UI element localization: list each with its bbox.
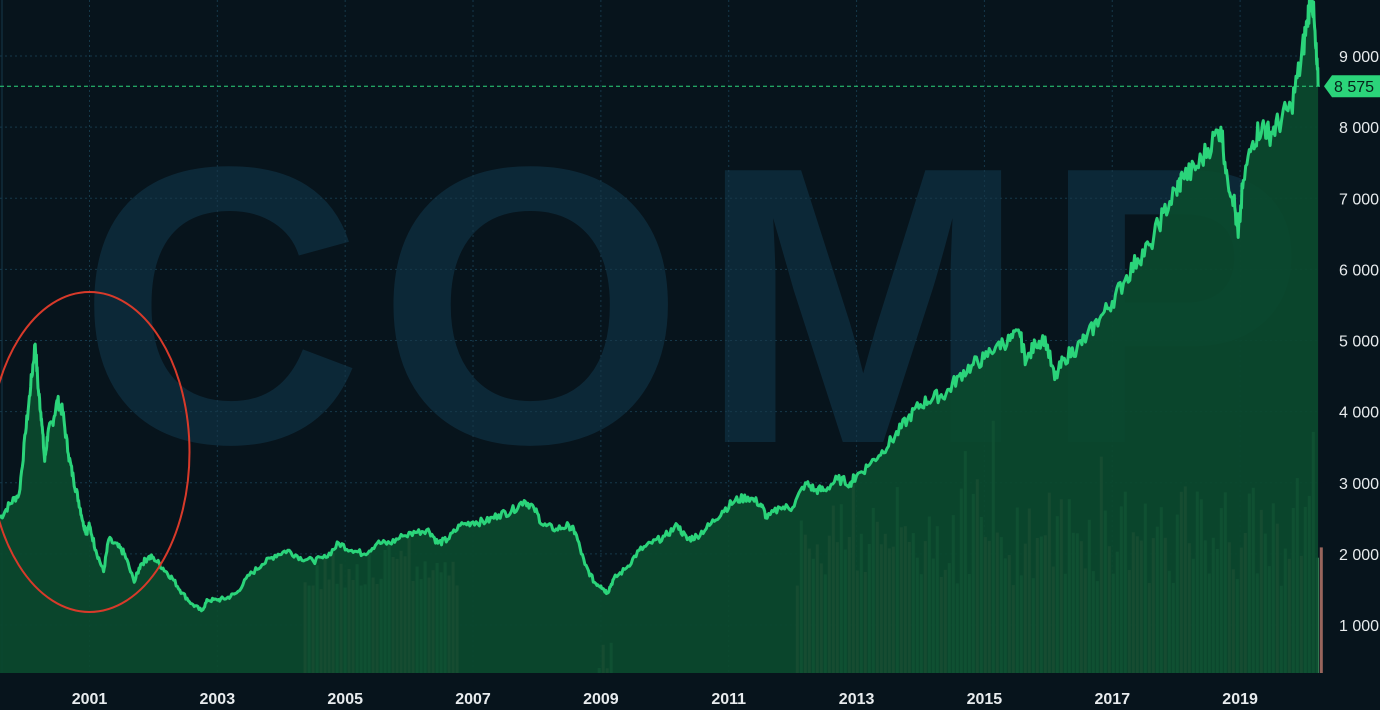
x-tick-label: 2003 — [200, 691, 236, 708]
y-tick-label: 1 000 — [1339, 618, 1379, 635]
last-price-tag-label: 8 575 — [1334, 79, 1374, 96]
y-axis: 1 000 2 000 3 000 4 000 5 000 6 000 7 000 8 000… — [1339, 49, 1379, 635]
y-tick-label: 7 000 — [1339, 191, 1379, 208]
x-tick-label: 2009 — [583, 691, 619, 708]
volume-bar — [1319, 547, 1323, 673]
x-tick-label: 2013 — [839, 691, 875, 708]
price-line — [0, 0, 1320, 613]
y-tick-label: 6 000 — [1339, 262, 1379, 279]
annotation-ellipse — [0, 291, 191, 613]
last-price-tag-shape — [1324, 75, 1380, 98]
x-tick-label: 2001 — [72, 691, 108, 708]
x-tick-label: 2019 — [1222, 691, 1258, 708]
last-price-tag: 8 575 — [1324, 75, 1380, 98]
x-tick-label: 2005 — [327, 691, 363, 708]
y-tick-label: 3 000 — [1339, 476, 1379, 493]
y-tick-label: 2 000 — [1339, 547, 1379, 564]
y-tick-label: 8 000 — [1339, 120, 1379, 137]
x-tick-label: 2007 — [455, 691, 491, 708]
x-tick-label: 2011 — [711, 691, 746, 708]
x-axis: 2001 2003 2005 2007 2009 2011 2013 2015 2017 2019 — [72, 691, 1258, 708]
price-area — [0, 0, 1319, 673]
y-tick-label: 5 000 — [1339, 334, 1379, 351]
y-tick-label: 4 000 — [1339, 405, 1379, 422]
y-tick-label: 9 000 — [1339, 49, 1379, 66]
x-tick-label: 2017 — [1095, 691, 1131, 708]
x-tick-label: 2015 — [967, 691, 1003, 708]
